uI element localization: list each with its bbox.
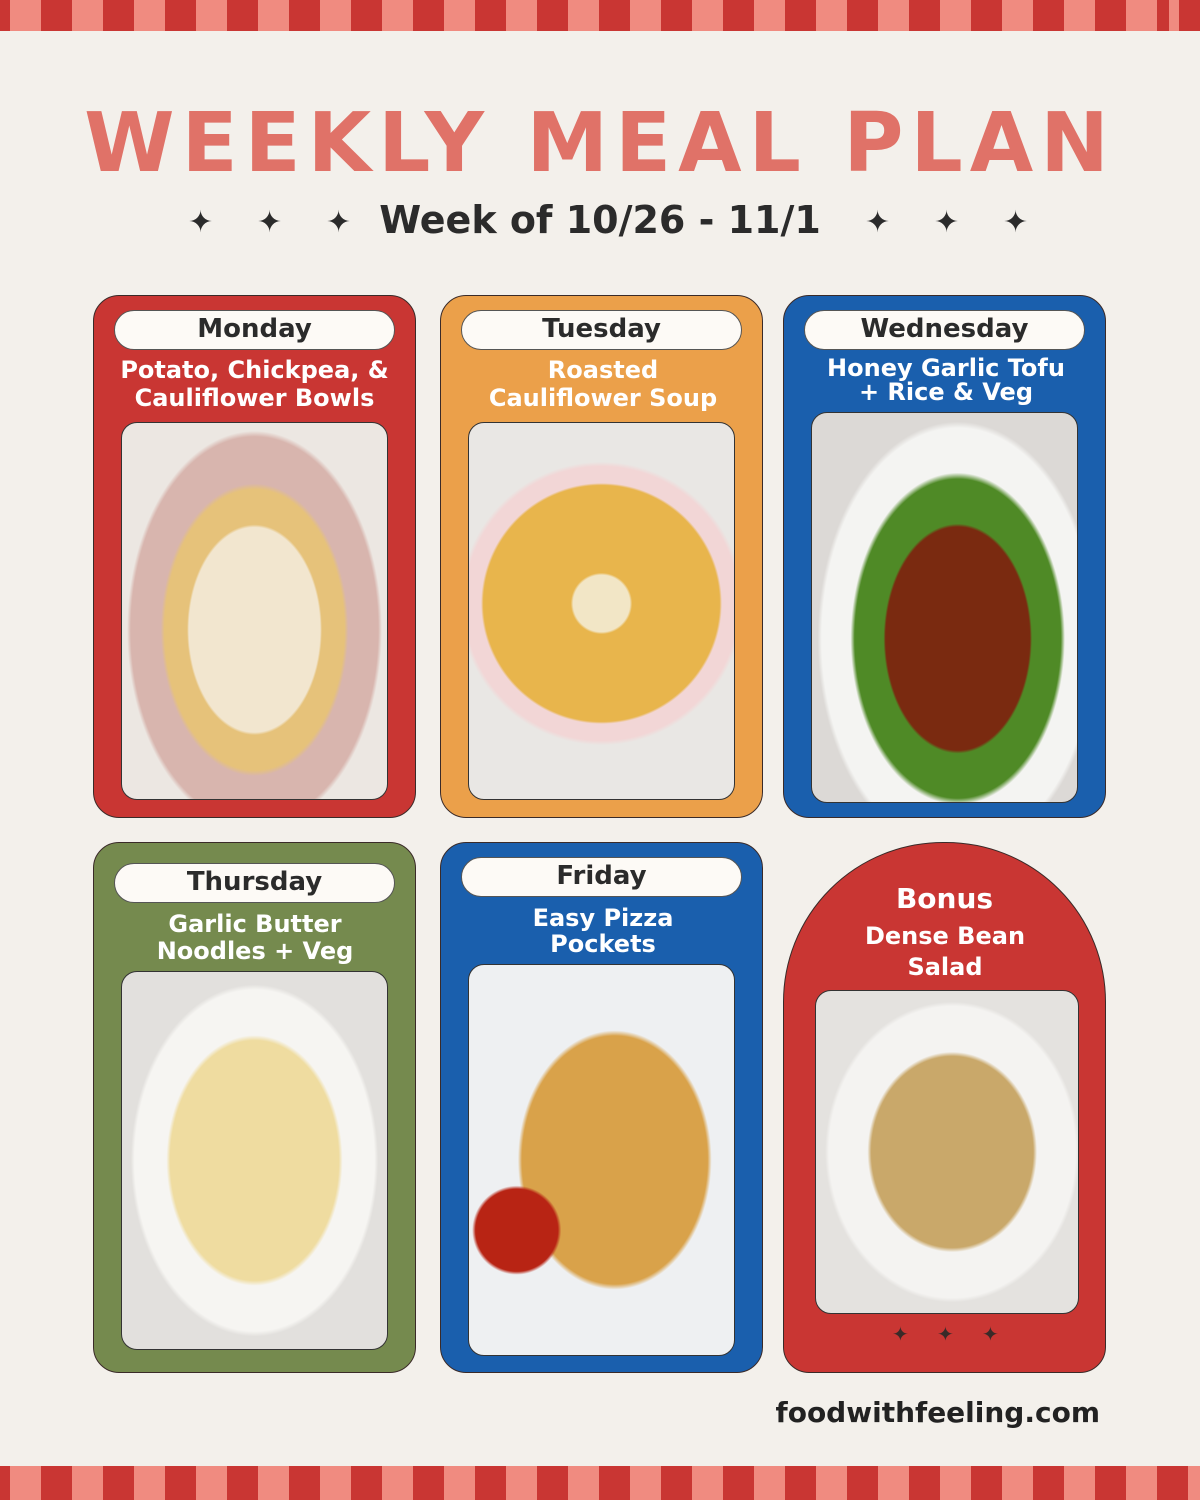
day-label: Tuesday [461,310,742,350]
bottom-stripe-border [0,1466,1200,1500]
sparkle-icon: ✦ [257,205,283,240]
sparkle-icon: ✦ [1003,205,1029,240]
page-title: WEEKLY MEAL PLAN [84,96,1116,191]
day-label: Friday [461,857,742,897]
meal-name: Roasted Cauliflower Soup [488,356,718,412]
sparkle-icon: ✦ [326,205,352,240]
meal-card-thursday: Thursday Garlic Butter Noodles + Veg [93,842,416,1373]
meal-card-wednesday: Wednesday Honey Garlic Tofu + Rice & Veg [783,295,1106,818]
meal-name: Easy Pizza Pockets [532,904,674,958]
meal-card-monday: Monday Potato, Chickpea, & Cauliflower B… [93,295,416,818]
sparkle-icon: ✦ [865,205,891,240]
sparkle-icon: ✦ [892,1322,909,1346]
meal-name: Potato, Chickpea, & Cauliflower Bowls [120,356,389,412]
meal-photo [811,412,1078,803]
day-label: Monday [114,310,395,350]
meal-card-tuesday: Tuesday Roasted Cauliflower Soup [440,295,763,818]
meal-photo [468,422,735,800]
top-stripe-border [0,0,1200,31]
sparkle-icon: ✦ [934,205,960,240]
meal-photo [121,422,388,800]
sparkle-icon: ✦ [937,1322,954,1346]
meal-name: Garlic Butter Noodles + Veg [156,910,354,965]
website-link[interactable]: foodwithfeeling.com [775,1396,1100,1429]
day-label: Thursday [114,863,395,903]
meal-name: Dense Bean Salad [864,922,1026,981]
meal-photo [121,971,388,1350]
meal-photo [815,990,1079,1314]
bonus-card: Bonus Dense Bean Salad [783,842,1106,1373]
meal-photo [468,964,735,1356]
meal-name: Honey Garlic Tofu + Rice & Veg [827,354,1065,406]
week-subtitle: Week of 10/26 - 11/1 [379,198,821,242]
meal-card-friday: Friday Easy Pizza Pockets [440,842,763,1373]
sparkle-icon: ✦ [188,205,214,240]
sparkle-icon: ✦ [982,1322,999,1346]
day-label: Wednesday [804,310,1085,350]
bonus-label: Bonus [895,882,994,915]
